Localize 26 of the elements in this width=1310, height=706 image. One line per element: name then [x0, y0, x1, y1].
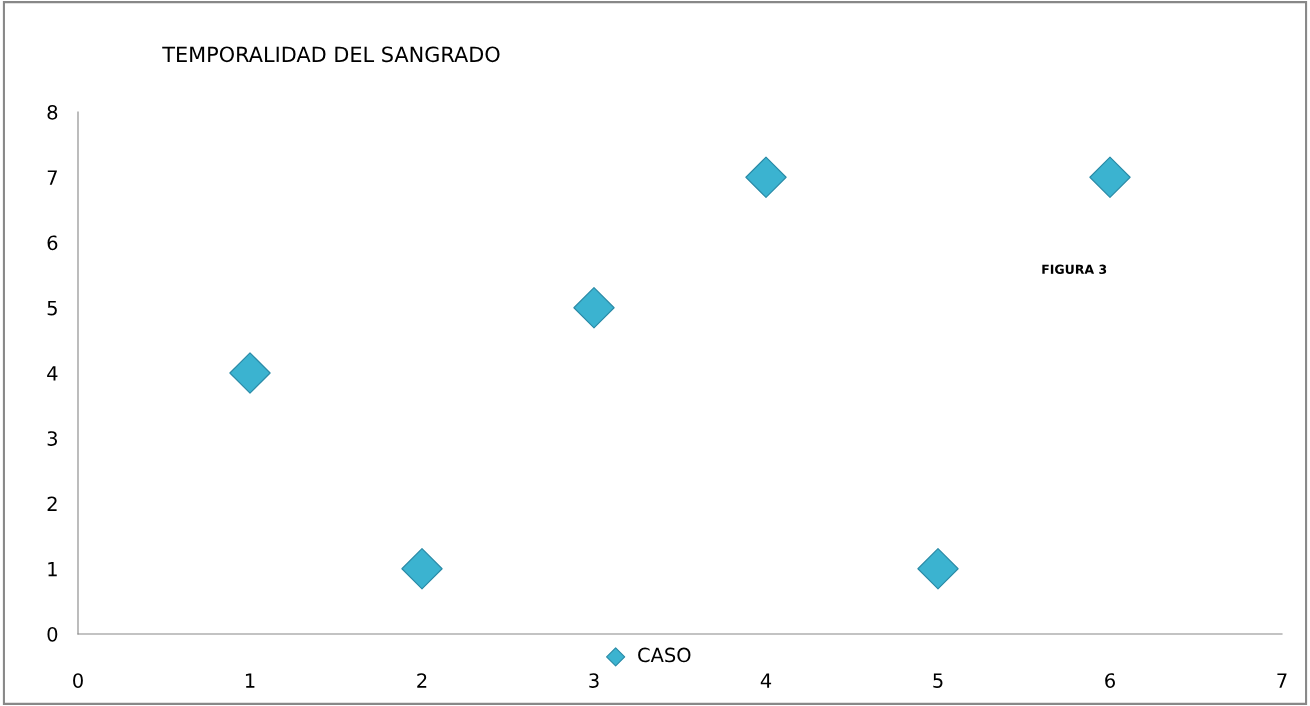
- point: [573, 287, 615, 329]
- y-tick-label: 3: [47, 431, 57, 446]
- y-tick-label: 8: [47, 104, 58, 120]
- chart-title: TEMPORALIDAD DEL SANGRADO: [162, 46, 500, 63]
- y-tick-label: 2: [47, 496, 57, 511]
- annotation: FIGURA 3: [1042, 264, 1107, 274]
- point: [229, 352, 271, 394]
- point: [401, 548, 443, 590]
- x-tick-label: 4: [760, 673, 772, 688]
- point: [745, 156, 787, 198]
- y-tick-label: 0: [47, 626, 58, 642]
- x-tick-label: 3: [589, 673, 599, 688]
- point: [917, 548, 959, 590]
- x-tick-label: 0: [73, 673, 83, 688]
- x-tick-label: 2: [417, 673, 427, 688]
- x-tick-label: 7: [1277, 673, 1287, 688]
- y-tick-label: 5: [47, 300, 57, 316]
- y-tick-label: 1: [48, 561, 57, 577]
- legend-label: CASO: [638, 647, 691, 663]
- y-tick-label: 4: [47, 366, 58, 381]
- x-tick-label: 1: [245, 673, 255, 688]
- point: [1089, 156, 1131, 198]
- x-tick-label: 5: [933, 673, 943, 688]
- y-tick-label: 7: [47, 170, 57, 185]
- x-tick-label: 6: [1105, 673, 1115, 688]
- y-tick-label: 6: [47, 235, 58, 251]
